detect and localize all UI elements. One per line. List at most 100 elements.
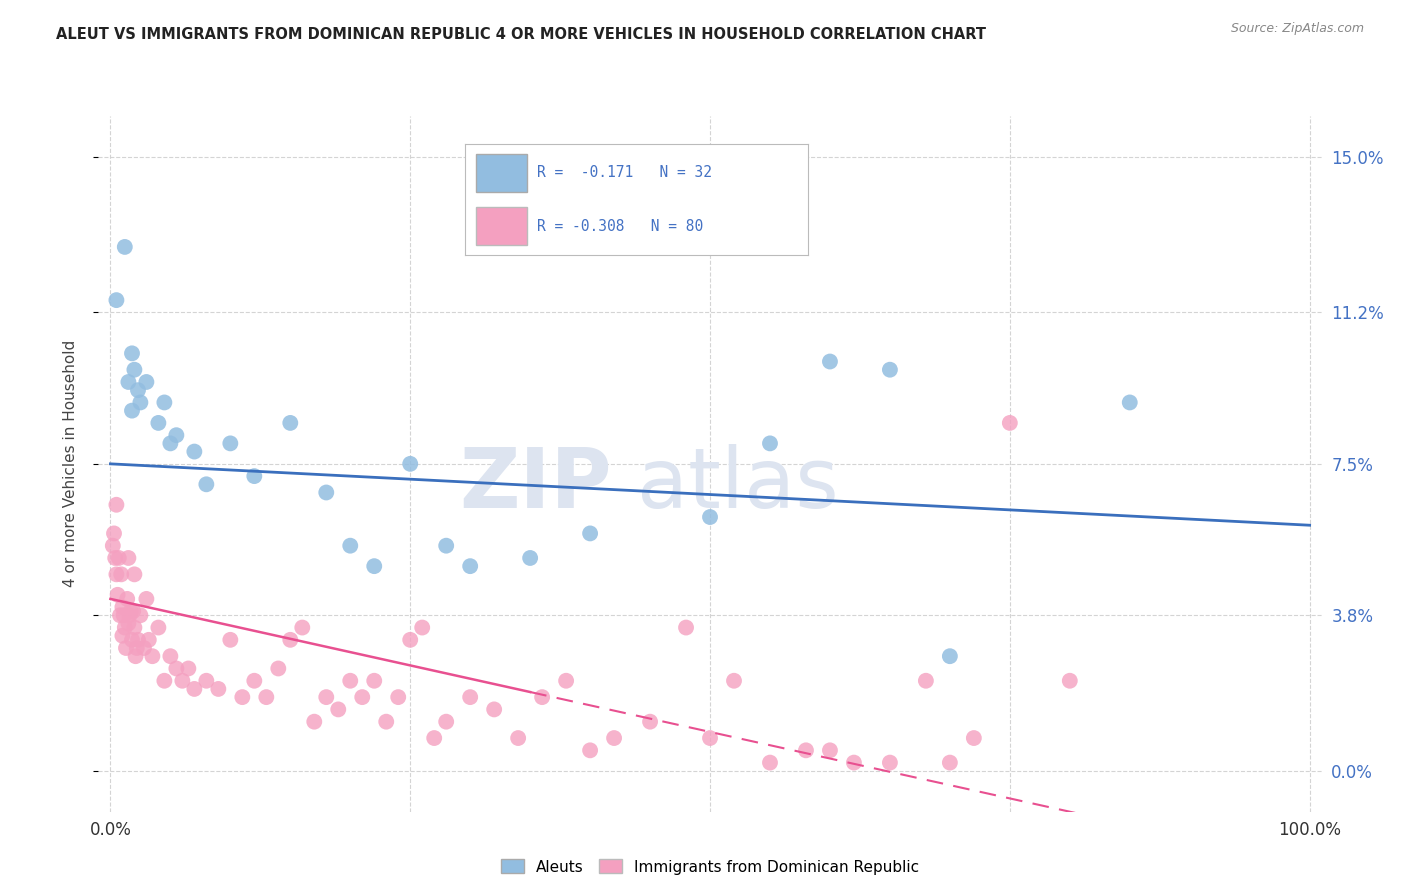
Point	[148, 416, 170, 430]
Point	[105, 293, 128, 307]
Point	[267, 661, 290, 675]
Point	[165, 428, 187, 442]
Point	[124, 621, 146, 635]
Point	[159, 436, 181, 450]
Point	[108, 608, 131, 623]
Point	[129, 608, 152, 623]
Point	[135, 375, 157, 389]
Point	[699, 510, 721, 524]
Point	[207, 681, 229, 696]
Point	[104, 551, 127, 566]
Text: ALEUT VS IMMIGRANTS FROM DOMINICAN REPUBLIC 4 OR MORE VEHICLES IN HOUSEHOLD CORR: ALEUT VS IMMIGRANTS FROM DOMINICAN REPUB…	[56, 27, 986, 42]
Point	[411, 621, 433, 635]
Point	[124, 567, 146, 582]
Point	[117, 375, 139, 389]
Point	[183, 681, 205, 696]
Point	[434, 539, 457, 553]
Point	[121, 632, 143, 647]
Point	[328, 702, 350, 716]
Point	[879, 362, 901, 376]
Point	[148, 621, 170, 635]
Point	[122, 604, 145, 618]
Point	[315, 485, 337, 500]
Point	[118, 608, 141, 623]
Point	[177, 661, 200, 675]
Point	[699, 731, 721, 745]
Point	[555, 673, 578, 688]
Point	[183, 444, 205, 458]
Point	[153, 395, 176, 409]
Point	[129, 395, 152, 409]
Point	[519, 551, 541, 566]
Point	[278, 416, 301, 430]
Text: ZIP: ZIP	[460, 444, 612, 525]
Point	[132, 640, 155, 655]
Point	[159, 649, 181, 664]
Point	[723, 673, 745, 688]
Point	[278, 632, 301, 647]
Y-axis label: 4 or more Vehicles in Household: 4 or more Vehicles in Household	[63, 340, 77, 588]
Point	[243, 469, 266, 483]
Point	[508, 731, 530, 745]
Point	[291, 621, 314, 635]
Point	[818, 354, 841, 368]
Point	[675, 621, 697, 635]
Point	[103, 526, 125, 541]
Point	[315, 690, 337, 705]
Point	[114, 621, 136, 635]
Point	[114, 240, 136, 254]
Point	[352, 690, 374, 705]
Point	[423, 731, 446, 745]
Point	[112, 608, 135, 623]
Point	[115, 640, 138, 655]
Point	[759, 756, 782, 770]
Point	[1119, 395, 1142, 409]
Point	[998, 416, 1021, 430]
Point	[108, 551, 131, 566]
Point	[818, 743, 841, 757]
Point	[304, 714, 326, 729]
Point	[110, 567, 132, 582]
Point	[363, 559, 385, 574]
Point	[135, 591, 157, 606]
Point	[759, 436, 782, 450]
Point	[115, 591, 138, 606]
Point	[1059, 673, 1081, 688]
Point	[121, 403, 143, 417]
Point	[120, 604, 142, 618]
Point	[138, 632, 160, 647]
Point	[117, 551, 139, 566]
Point	[603, 731, 626, 745]
Point	[434, 714, 457, 729]
Point	[842, 756, 865, 770]
Point	[482, 702, 505, 716]
Point	[579, 526, 602, 541]
Point	[794, 743, 817, 757]
Point	[339, 673, 361, 688]
Point	[915, 673, 938, 688]
Point	[579, 743, 602, 757]
Point	[638, 714, 661, 729]
Point	[219, 436, 242, 450]
Point	[195, 477, 218, 491]
Point	[153, 673, 176, 688]
Legend: Aleuts, Immigrants from Dominican Republic: Aleuts, Immigrants from Dominican Republ…	[495, 854, 925, 880]
Point	[387, 690, 409, 705]
Point	[111, 629, 134, 643]
Point	[939, 649, 962, 664]
Point	[127, 383, 149, 397]
Point	[939, 756, 962, 770]
Point	[105, 498, 128, 512]
Point	[165, 661, 187, 675]
Point	[111, 600, 134, 615]
Point	[243, 673, 266, 688]
Point	[172, 673, 194, 688]
Point	[127, 632, 149, 647]
Point	[124, 649, 146, 664]
Point	[399, 457, 422, 471]
Point	[231, 690, 253, 705]
Point	[339, 539, 361, 553]
Point	[363, 673, 385, 688]
Text: atlas: atlas	[637, 444, 838, 525]
Point	[107, 588, 129, 602]
